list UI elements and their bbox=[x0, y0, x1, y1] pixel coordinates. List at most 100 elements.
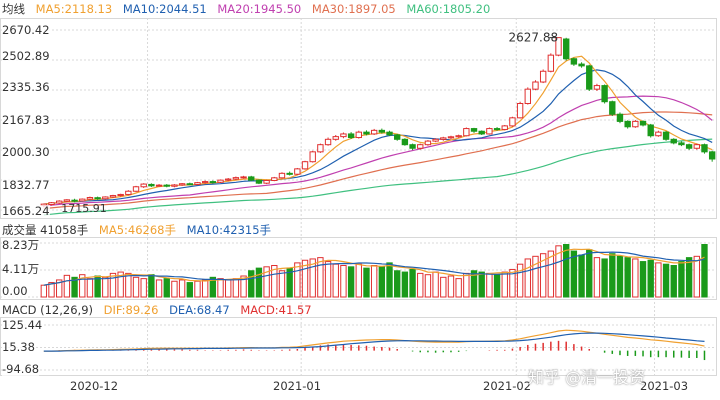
volume-bar bbox=[117, 271, 124, 298]
ma60-legend: MA60:1805.20 bbox=[406, 2, 491, 16]
candle-body bbox=[140, 183, 147, 188]
volume-bar bbox=[662, 263, 670, 298]
volume-bar bbox=[194, 280, 201, 298]
ma30-legend: MA30:1897.05 bbox=[311, 2, 396, 16]
ma5-line bbox=[43, 55, 713, 205]
candle-body bbox=[493, 128, 501, 131]
volume-bar bbox=[240, 275, 247, 298]
volume-bar bbox=[417, 272, 424, 298]
volume-bar bbox=[447, 275, 455, 298]
candle-body bbox=[125, 190, 132, 195]
high-annotation: 2627.88 bbox=[509, 31, 559, 45]
volume-bar bbox=[232, 278, 240, 298]
candle-body bbox=[386, 131, 393, 136]
volume-bar bbox=[317, 257, 324, 298]
candle-body bbox=[524, 88, 531, 104]
candle-body bbox=[432, 138, 439, 142]
volume-bar bbox=[332, 263, 339, 298]
volume-bar bbox=[271, 265, 278, 298]
ma20-legend: MA20:1945.50 bbox=[217, 2, 302, 16]
vol-ma10-legend: MA10:42315手 bbox=[186, 223, 272, 237]
volume-bar bbox=[71, 276, 78, 298]
volume-bar bbox=[539, 253, 547, 298]
candle-body bbox=[355, 131, 362, 139]
candle-body bbox=[363, 131, 370, 135]
candle-body bbox=[616, 113, 624, 122]
candle-body bbox=[63, 199, 71, 202]
volume-bar bbox=[493, 274, 501, 298]
x-tick-label: 2020-12 bbox=[70, 379, 119, 393]
volume-bar bbox=[509, 268, 516, 298]
volume-bar bbox=[516, 263, 524, 298]
volume-bar bbox=[409, 268, 416, 298]
candle-body bbox=[186, 183, 193, 186]
volume-bar bbox=[132, 276, 140, 298]
volume-bar bbox=[463, 272, 470, 298]
candle-body bbox=[56, 200, 63, 204]
candle-body bbox=[232, 177, 240, 180]
volume-bar bbox=[570, 250, 578, 298]
macd-value-legend: MACD:41.57 bbox=[240, 303, 312, 317]
volume-bar bbox=[109, 272, 117, 298]
volume-bar bbox=[294, 262, 301, 298]
candle-body bbox=[347, 133, 355, 139]
candle-body bbox=[409, 144, 416, 149]
candle-body bbox=[240, 176, 247, 179]
candle-body bbox=[171, 184, 178, 187]
price-tick-label: 2502.89 bbox=[2, 49, 50, 63]
volume-bar bbox=[624, 257, 631, 298]
candle-body bbox=[394, 134, 401, 140]
candle-body bbox=[478, 130, 485, 135]
dif-legend: DIF:89.26 bbox=[103, 303, 159, 317]
candle-body bbox=[155, 184, 163, 187]
volume-bar bbox=[217, 278, 224, 298]
volume-bar bbox=[655, 262, 662, 298]
candle-body bbox=[317, 144, 324, 153]
volume-bar bbox=[140, 278, 147, 298]
candle-body bbox=[278, 172, 286, 179]
candle-body bbox=[563, 38, 570, 60]
watermark: 知乎 @清一投资 bbox=[528, 368, 646, 387]
candle-body bbox=[117, 193, 124, 197]
candle-body bbox=[624, 120, 631, 128]
candle-body bbox=[447, 136, 455, 139]
candle-body bbox=[424, 140, 432, 146]
candle-body bbox=[578, 63, 585, 67]
ma5-legend: MA5:2118.13 bbox=[35, 2, 113, 16]
volume-bar bbox=[86, 278, 94, 298]
candle-body bbox=[463, 128, 470, 137]
volume-bar bbox=[125, 272, 132, 298]
price-panel-frame bbox=[0, 18, 717, 219]
candle-body bbox=[693, 144, 700, 149]
candle-body bbox=[286, 172, 293, 175]
macd-tick-label: 15.38 bbox=[2, 340, 35, 354]
volume-bar bbox=[278, 270, 286, 298]
ma10-line bbox=[43, 69, 713, 205]
candle-body bbox=[248, 176, 255, 181]
volume-bar bbox=[609, 253, 616, 298]
volume-bar bbox=[639, 261, 647, 298]
candle-body bbox=[378, 129, 386, 133]
volume-bar bbox=[632, 258, 639, 298]
volume-bar bbox=[148, 274, 155, 298]
volume-bar bbox=[171, 280, 178, 298]
candle-body bbox=[609, 101, 616, 115]
volume-bar bbox=[593, 257, 601, 298]
macd-tick-label: -94.68 bbox=[2, 362, 40, 376]
ma60-line bbox=[43, 138, 713, 216]
volume-bar bbox=[102, 276, 109, 298]
volume-bar bbox=[63, 274, 71, 298]
volume-bar bbox=[225, 279, 232, 298]
volume-bar bbox=[532, 255, 539, 298]
volume-bar bbox=[555, 245, 562, 298]
candle-body bbox=[255, 179, 263, 184]
candle-body bbox=[532, 81, 539, 90]
candle-body bbox=[148, 183, 155, 187]
volume-bar bbox=[440, 276, 447, 298]
candle-body bbox=[501, 125, 508, 130]
volume-bar bbox=[601, 258, 608, 298]
candle-body bbox=[662, 131, 670, 140]
candle-body bbox=[163, 184, 170, 187]
candle-body bbox=[109, 195, 117, 198]
